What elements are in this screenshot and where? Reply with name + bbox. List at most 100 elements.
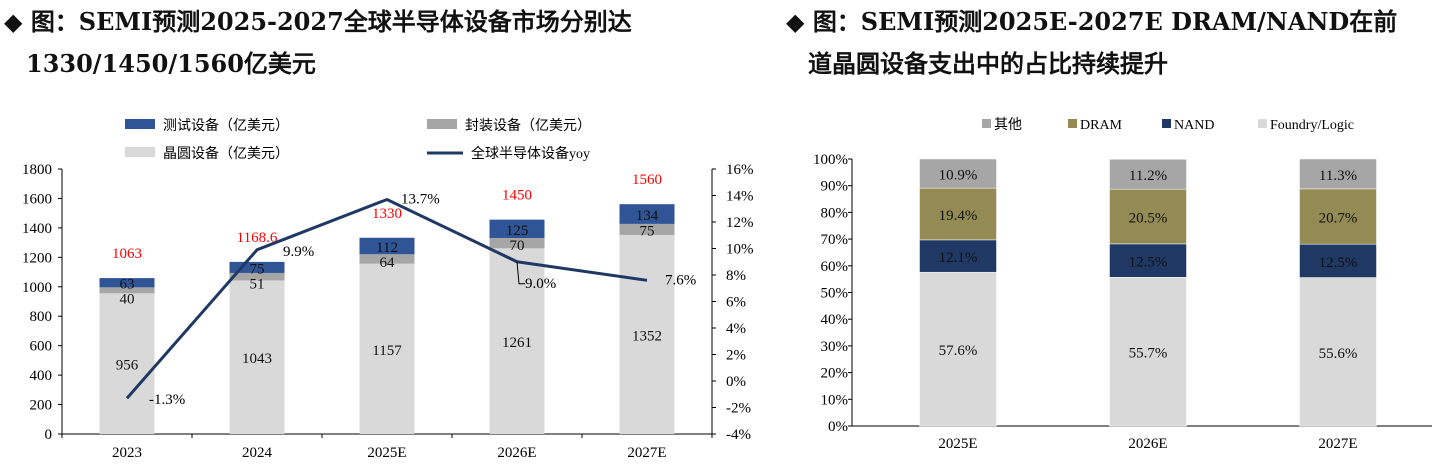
- bar-segment: [1109, 188, 1187, 245]
- bar-segment: [359, 263, 415, 434]
- bar-segment: [1109, 159, 1187, 190]
- bar-total-label: 1330: [372, 206, 402, 222]
- yoy-value-label: 13.7%: [401, 191, 440, 207]
- y-tick-label: 1200: [22, 250, 52, 266]
- legend-label: NAND: [1174, 118, 1214, 133]
- y2-tick-label: -2%: [726, 401, 751, 417]
- y-tick-label: 50%: [821, 286, 849, 302]
- y-tick-label: 600: [30, 339, 53, 355]
- bar-segment: [619, 234, 675, 434]
- bar-value-label: 40: [120, 292, 135, 308]
- bar-value-label: 63: [120, 277, 135, 293]
- yoy-value-label: 9.9%: [283, 244, 314, 260]
- bar-segment: [489, 219, 545, 239]
- bar-value-label: 1157: [372, 343, 402, 359]
- bar-value-label: 125: [506, 223, 529, 239]
- bar-segment: [1299, 277, 1377, 427]
- y-tick-label: 400: [30, 368, 53, 384]
- bar-value-label: 112: [376, 240, 398, 256]
- y-tick-label: 1000: [22, 280, 52, 296]
- legend-label: Foundry/Logic: [1270, 118, 1354, 133]
- bar-value-label: 12.1%: [939, 250, 978, 266]
- legend-swatch: [125, 119, 155, 129]
- y-tick-label: 40%: [821, 312, 849, 328]
- bar-value-label: 20.7%: [1319, 211, 1358, 227]
- bar-segment: [919, 239, 997, 273]
- yoy-leader-line: [516, 261, 525, 285]
- bar-segment: [99, 278, 155, 288]
- x-tick-label: 2027E: [1318, 436, 1357, 452]
- legend-label: 晶圆设备（亿美元）: [163, 145, 289, 162]
- x-tick-label: 2026E: [1128, 436, 1167, 452]
- right-chart-title-line1: ◆ 图：SEMI预测2025E-2027E DRAM/NAND在前: [786, 7, 1398, 36]
- bar-total-label: 1450: [502, 188, 532, 204]
- x-tick-label: 2026E: [497, 445, 536, 461]
- bar-segment: [619, 223, 675, 235]
- legend-swatch: [982, 119, 991, 128]
- y-tick-label: 20%: [821, 366, 849, 382]
- bar-value-label: 70: [510, 238, 525, 254]
- bar-value-label: 12.5%: [1319, 255, 1358, 271]
- bar-value-label: 19.4%: [939, 208, 978, 224]
- y-tick-label: 100%: [813, 152, 848, 168]
- bar-segment: [489, 238, 545, 249]
- bar-value-label: 51: [250, 276, 265, 292]
- y2-tick-label: 0%: [726, 374, 746, 390]
- legend-label: DRAM: [1080, 118, 1123, 133]
- legend-swatch: [1258, 119, 1267, 128]
- bar-total-label: 1168.6: [237, 230, 278, 246]
- bar-value-label: 55.7%: [1129, 346, 1168, 362]
- yoy-value-label: 7.6%: [665, 272, 696, 288]
- bar-segment: [99, 293, 155, 434]
- y2-tick-label: 12%: [726, 215, 754, 231]
- bar-value-label: 1043: [242, 351, 272, 367]
- legend-label: 测试设备（亿美元）: [163, 117, 289, 134]
- bar-value-label: 11.3%: [1319, 168, 1357, 184]
- y-tick-label: 70%: [821, 232, 849, 248]
- left-chart-title-line1: ◆ 图：SEMI预测2025-2027全球半导体设备市场分别达: [4, 7, 632, 36]
- bar-segment: [619, 204, 675, 224]
- bar-value-label: 956: [116, 358, 139, 374]
- bar-segment: [1299, 243, 1377, 278]
- bar-value-label: 10.9%: [939, 168, 978, 184]
- y2-tick-label: 14%: [726, 189, 754, 205]
- left-chart-title-line2: 1330/1450/1560亿美元: [26, 49, 316, 78]
- bar-segment: [229, 280, 285, 434]
- bar-value-label: 1352: [632, 328, 662, 344]
- bar-segment: [359, 237, 415, 255]
- y-tick-label: 200: [30, 398, 53, 414]
- y-tick-label: 30%: [821, 339, 849, 355]
- y2-tick-label: 10%: [726, 242, 754, 258]
- bar-segment: [919, 271, 997, 427]
- y-tick-label: 90%: [821, 179, 849, 195]
- y-tick-label: 80%: [821, 205, 849, 221]
- bar-total-label: 1560: [632, 172, 662, 188]
- y-tick-label: 1400: [22, 221, 52, 237]
- bar-segment: [1109, 243, 1187, 278]
- legend-swatch: [1162, 119, 1171, 128]
- legend-swatch: [427, 119, 457, 129]
- bar-value-label: 12.5%: [1129, 255, 1168, 271]
- bar-value-label: 75: [250, 261, 265, 277]
- x-tick-label: 2025E: [367, 445, 406, 461]
- legend-swatch: [125, 147, 155, 157]
- y-tick-label: 800: [30, 309, 53, 325]
- bar-segment: [489, 248, 545, 434]
- bar-value-label: 11.2%: [1129, 168, 1167, 184]
- yoy-value-label: 9.0%: [525, 276, 556, 292]
- bar-value-label: 64: [380, 255, 396, 271]
- legend-swatch: [1068, 119, 1077, 128]
- yoy-value-label: -1.3%: [149, 392, 185, 408]
- y2-tick-label: 6%: [726, 295, 746, 311]
- bar-segment: [99, 287, 155, 294]
- legend-label: 其他: [994, 117, 1022, 133]
- bar-segment: [359, 254, 415, 264]
- y-tick-label: 0: [45, 427, 53, 443]
- x-tick-label: 2024: [242, 445, 273, 461]
- y2-tick-label: 16%: [726, 162, 754, 178]
- y-tick-label: 60%: [821, 259, 849, 275]
- y-tick-label: 1600: [22, 191, 52, 207]
- x-tick-label: 2025E: [938, 436, 977, 452]
